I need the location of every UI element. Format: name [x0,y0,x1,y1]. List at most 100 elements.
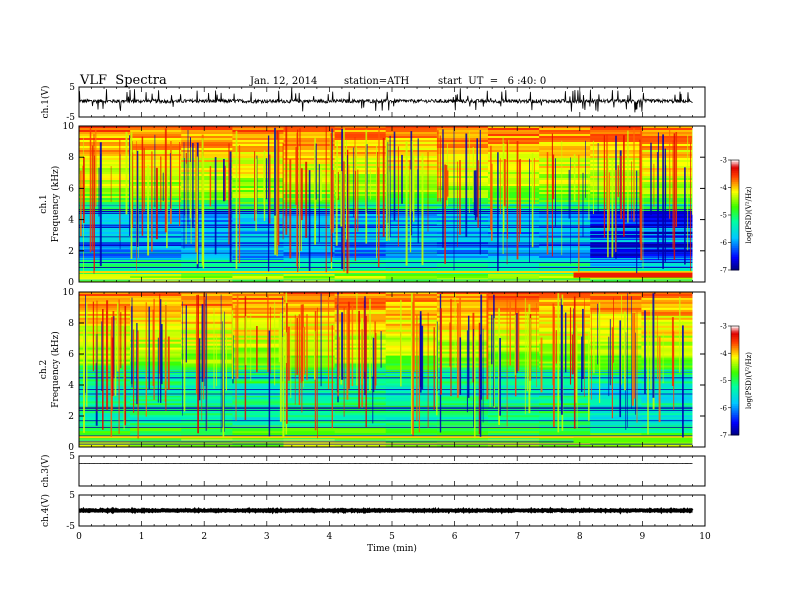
spectrogram-cell [334,391,387,394]
y-tick-label: 2 [68,412,74,422]
spectrogram-cell [79,172,131,175]
spectrogram-cell [232,146,284,149]
spectrogram-cell [181,184,233,187]
spectrogram-cell [488,333,540,337]
spectrogram-cell [181,250,233,253]
spectrogram-cell [181,230,233,233]
spectrogram-cell [130,343,182,347]
spectrogram-cell [232,355,284,358]
spectrogram-cell [436,329,489,333]
colorbar-cell [731,227,739,231]
spectrogram-cell [79,357,131,360]
spectrogram-cell [385,262,438,265]
spectrogram-cell [539,214,591,217]
spectrogram-cell [283,307,336,311]
spectrogram-cell [283,303,336,307]
colorbar-tick-label: -3 [720,323,727,331]
spectrogram-cell [539,184,591,187]
spectrogram-cell [539,301,591,305]
spectrogram-cell [436,321,489,325]
spectrogram-cell [641,250,693,253]
spectrogram-cell [334,250,387,253]
spectrogram-cell [641,417,693,420]
spectrogram-cell [130,274,182,277]
colorbar-cell [731,344,739,347]
spectrogram-cell [181,228,233,231]
spectrogram-cell [539,280,591,283]
colorbar-cell [731,346,739,349]
spectrogram-cell [283,333,336,337]
spectrogram-cell [488,160,540,163]
spectrogram-cell [130,373,182,376]
spectrogram-cell [539,385,591,388]
spectrogram-cell [436,375,489,378]
spectrogram-cell [488,405,540,408]
spectrogram-cell [539,373,591,376]
spectrogram-cell [590,399,642,402]
spectrogram-cell [641,196,693,199]
spectrogram-cell [385,260,438,263]
spectrogram-cell [130,136,182,139]
spectrogram-cell [130,264,182,267]
spectrogram-cell [334,337,387,341]
spectrogram-cell [539,383,591,386]
colorbar-cell [731,248,739,251]
spectrogram-cell [79,367,131,370]
spectrogram-cell [488,256,540,259]
spectrogram-cell [334,256,387,259]
spectrogram-cell [641,170,693,173]
spectrogram-cell [488,313,540,317]
colorbar-cell [731,364,739,367]
colorbar-cell [731,427,739,430]
spectrogram-cell [130,140,182,143]
spectrogram-cell [488,276,540,279]
spectrogram-cell [232,186,284,189]
spectrogram-cell [232,337,284,341]
spectrogram-cell [539,313,591,317]
y-tick-label: 2 [68,247,74,257]
spectrogram-cell [436,140,489,143]
spectrogram-cell [488,152,540,155]
spectrogram-cell [539,315,591,319]
spectrogram-cell [488,194,540,197]
spectrogram-cell [436,200,489,203]
spectrogram-cell [436,355,489,358]
panel-2-spectrogram [79,126,693,283]
colorbar-cell [731,222,739,225]
x-tick-label: 7 [514,532,520,542]
colorbar-cell [731,233,739,236]
spectrogram-cell [283,323,336,327]
spectrogram-cell [539,264,591,267]
colorbar-cell [731,420,739,423]
spectrogram-cell [488,355,540,358]
spectrogram-cell [488,128,540,131]
spectrogram-cell [130,375,182,378]
spectrogram-cell [590,367,642,370]
spectrogram-cell [79,311,131,315]
colorbar-cell [731,196,739,199]
spectrogram-cell [539,238,591,241]
spectrogram-cell [283,299,336,303]
spectrogram-cell [181,280,233,283]
spectrogram-cell [130,319,182,323]
spectrogram-cell [130,292,182,295]
spectrogram-cell [539,421,591,424]
spectrogram-cell [641,399,693,402]
spectrogram-cell [539,176,591,179]
spectrogram-cell [283,158,336,161]
spectrogram-cell [130,280,182,283]
spectrogram-cell [641,138,693,141]
colorbar-cell [731,268,739,271]
spectrogram-cell [334,136,387,139]
spectrogram-cell [232,258,284,261]
spectrogram-cell [334,152,387,155]
spectrogram-cell [641,262,693,265]
spectrogram-cell [436,246,489,249]
spectrogram-cell [334,393,387,396]
spectrogram-cell [181,260,233,263]
spectrogram-cell [539,134,591,137]
spectrogram-cell [641,333,693,337]
spectrogram-cell [641,264,693,267]
spectrogram-cell [539,256,591,259]
spectrogram-cell [436,413,489,416]
